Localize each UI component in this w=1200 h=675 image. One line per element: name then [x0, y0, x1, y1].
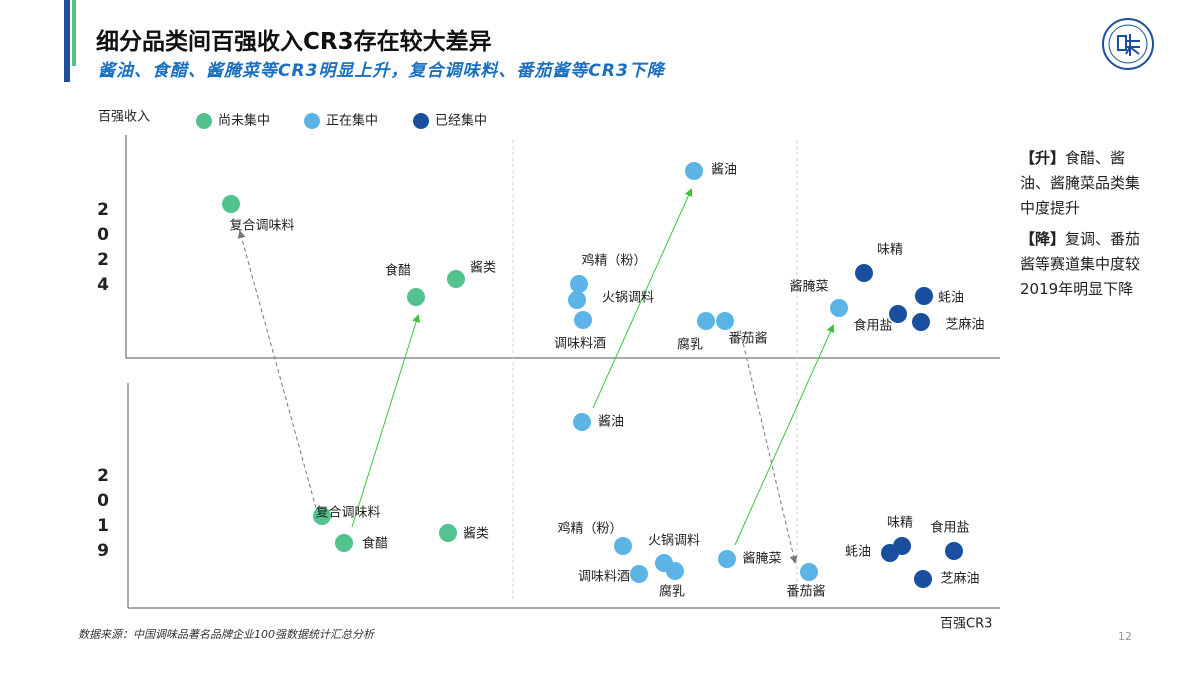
node — [855, 264, 873, 282]
arrow — [739, 329, 798, 564]
year-label: 2024 — [97, 200, 109, 295]
node — [800, 563, 818, 581]
node — [573, 413, 591, 431]
node-label: 味精 — [877, 243, 903, 258]
node-label: 鸡精（粉） — [581, 253, 646, 269]
node — [915, 287, 933, 305]
node — [716, 312, 734, 330]
page-number: 12 — [1118, 630, 1132, 643]
node-label: 火锅调料 — [648, 533, 700, 549]
node-label: 酱油 — [598, 415, 624, 430]
node — [685, 162, 703, 180]
node — [313, 507, 331, 525]
node — [439, 524, 457, 542]
x-axis-label: 百强CR3 — [940, 617, 992, 632]
node-label: 味精 — [887, 516, 913, 531]
legend-label: 正在集中 — [326, 113, 378, 129]
y-axis-label: 百强收入 — [98, 110, 150, 125]
node-label: 腐乳 — [677, 338, 703, 353]
node — [407, 288, 425, 306]
node-label: 芝麻油 — [940, 571, 979, 587]
legend-marker — [304, 113, 320, 129]
arrow — [734, 324, 835, 546]
arrow — [351, 314, 421, 528]
note-tag: 【降】 — [1020, 230, 1066, 248]
node — [630, 565, 648, 583]
node — [614, 537, 632, 555]
node-label: 调味料酒 — [578, 570, 630, 585]
node-label: 食醋 — [385, 263, 411, 279]
source: 数据来源：中国调味品著名品牌企业100强数据统计汇总分析 — [78, 628, 374, 641]
node-label: 调味料酒 — [554, 337, 606, 352]
node-label: 蚝油 — [938, 291, 964, 306]
node-label: 火锅调料 — [602, 290, 654, 306]
node — [914, 570, 932, 588]
node-label: 食醋 — [362, 536, 388, 552]
legend-marker — [413, 113, 429, 129]
notes: 【升】食醋、酱油、酱腌菜品类集中度提升 【降】复调、番茄酱等赛道集中度较2019年… — [1020, 146, 1146, 308]
title: 细分品类间百强收入CR3存在较大差异 — [96, 29, 492, 55]
accent-bar — [72, 0, 76, 66]
node-label: 番茄酱 — [786, 585, 825, 600]
node-label: 复合调味料 — [229, 219, 294, 234]
node — [574, 311, 592, 329]
node-label: 酱腌菜 — [742, 552, 781, 567]
node-label: 蚝油 — [845, 545, 871, 560]
node — [666, 562, 684, 580]
node-label: 番茄酱 — [728, 332, 767, 347]
note-tag: 【升】 — [1020, 149, 1066, 167]
legend-label: 已经集中 — [435, 113, 487, 129]
legend-marker — [196, 113, 212, 129]
node — [335, 534, 353, 552]
note: 【升】食醋、酱油、酱腌菜品类集中度提升 — [1020, 146, 1146, 221]
arrow — [592, 188, 693, 409]
node — [570, 275, 588, 293]
node-label: 复合调味料 — [315, 506, 380, 521]
note: 【降】复调、番茄酱等赛道集中度较2019年明显下降 — [1020, 227, 1146, 302]
node-label: 酱类 — [463, 527, 489, 542]
node-label: 鸡精（粉） — [557, 521, 622, 537]
arrow — [237, 230, 317, 509]
node-label: 酱腌菜 — [789, 280, 828, 295]
node — [222, 195, 240, 213]
subtitle: 酱油、食醋、酱腌菜等CR3明显上升，复合调味料、番茄酱等CR3下降 — [98, 61, 665, 81]
node-label: 酱类 — [470, 261, 496, 276]
node — [889, 305, 907, 323]
year-label: 2019 — [97, 466, 109, 561]
node-label: 酱油 — [711, 163, 737, 178]
node — [881, 544, 899, 562]
legend-label: 尚未集中 — [218, 113, 270, 129]
logo — [1102, 18, 1154, 70]
node-label: 食用盐 — [853, 318, 892, 334]
node — [718, 550, 736, 568]
node-label: 食用盐 — [930, 520, 969, 536]
node — [830, 299, 848, 317]
note-text: 复调、番茄酱等赛道集中度较2019年明显下降 — [1020, 230, 1141, 298]
node — [447, 270, 465, 288]
node-label: 腐乳 — [659, 585, 685, 600]
node — [945, 542, 963, 560]
node — [697, 312, 715, 330]
accent-bar — [64, 0, 70, 82]
node — [912, 313, 930, 331]
node — [568, 291, 586, 309]
node-label: 芝麻油 — [945, 317, 984, 333]
note-text: 食醋、酱油、酱腌菜品类集中度提升 — [1020, 149, 1141, 217]
